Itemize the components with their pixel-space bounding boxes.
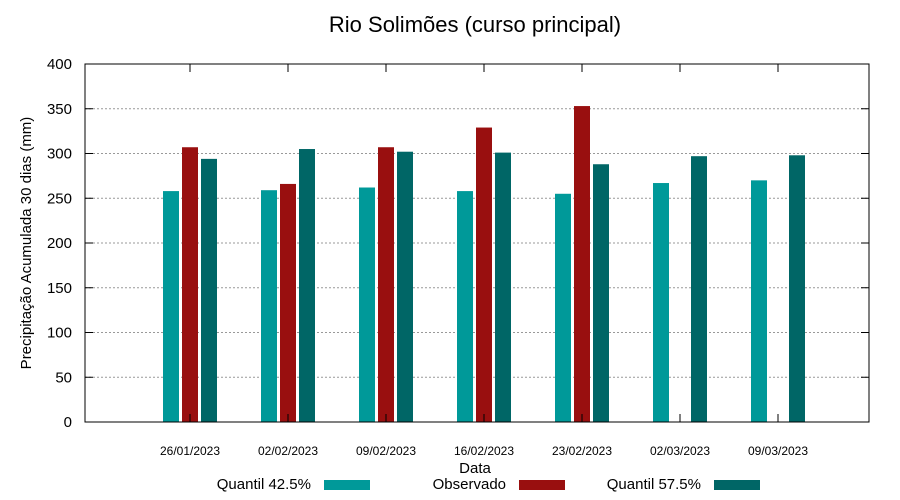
- y-tick-label: 350: [47, 101, 72, 118]
- x-tick-label: 16/02/2023: [454, 444, 514, 458]
- y-tick-label: 300: [47, 146, 72, 163]
- bar-quantil-57-5--0: [201, 158, 217, 422]
- y-tick-label: 250: [47, 190, 72, 207]
- bar-quantil-42-5--5: [653, 183, 669, 422]
- bar-quantil-42-5--6: [751, 180, 767, 422]
- y-tick-label: 400: [47, 56, 72, 73]
- legend-label: Observado: [433, 476, 506, 493]
- x-tick-label: 09/02/2023: [356, 444, 416, 458]
- x-tick-label: 09/03/2023: [748, 444, 808, 458]
- x-axis-ticks: 26/01/2023 02/02/2023 09/02/2023 16/02/2023…: [160, 64, 808, 458]
- bar-quantil-57-5--2: [397, 151, 413, 422]
- bar-quantil-57-5--4: [593, 164, 609, 423]
- bar-quantil-57-5--1: [299, 149, 315, 422]
- x-tick-label: 02/02/2023: [258, 444, 318, 458]
- y-axis-label: Precipitação Acumulada 30 dias (mm): [18, 117, 35, 370]
- legend-label: Quantil 42.5%: [217, 476, 311, 493]
- bar-quantil-57-5--6: [789, 155, 805, 423]
- bar-observado-0: [182, 147, 198, 423]
- x-tick-label: 26/01/2023: [160, 444, 220, 458]
- bar-quantil-42-5--4: [555, 193, 571, 422]
- x-tick-label: 23/02/2023: [552, 444, 612, 458]
- x-axis-label: Data: [459, 460, 491, 477]
- y-tick-label: 50: [55, 369, 72, 386]
- x-tick-label: 02/03/2023: [650, 444, 710, 458]
- bar-quantil-57-5--3: [495, 152, 511, 423]
- bar-quantil-42-5--1: [261, 190, 277, 422]
- legend: Quantil 42.5% Observado Quantil 57.5%: [217, 476, 760, 493]
- bar-observado-4: [574, 106, 590, 422]
- bar-quantil-42-5--2: [359, 187, 375, 422]
- bar-quantil-42-5--3: [457, 191, 473, 422]
- bar-quantil-42-5--0: [163, 191, 179, 422]
- bar-quantil-57-5--5: [691, 156, 707, 422]
- chart-title: Rio Solimões (curso principal): [329, 12, 621, 37]
- y-tick-label: 0: [64, 414, 72, 431]
- bar-observado-1: [280, 183, 296, 422]
- y-tick-label: 100: [47, 325, 72, 342]
- legend-swatch: [519, 480, 565, 490]
- y-tick-label: 150: [47, 280, 72, 297]
- bars: [163, 106, 805, 423]
- y-tick-label: 200: [47, 235, 72, 252]
- bar-observado-2: [378, 147, 394, 423]
- legend-label: Quantil 57.5%: [607, 476, 701, 493]
- legend-swatch: [324, 480, 370, 490]
- legend-swatch: [714, 480, 760, 490]
- bar-observado-3: [476, 127, 492, 423]
- y-axis-ticks: 0 50 100 150 200 250 300 350 400: [47, 56, 869, 431]
